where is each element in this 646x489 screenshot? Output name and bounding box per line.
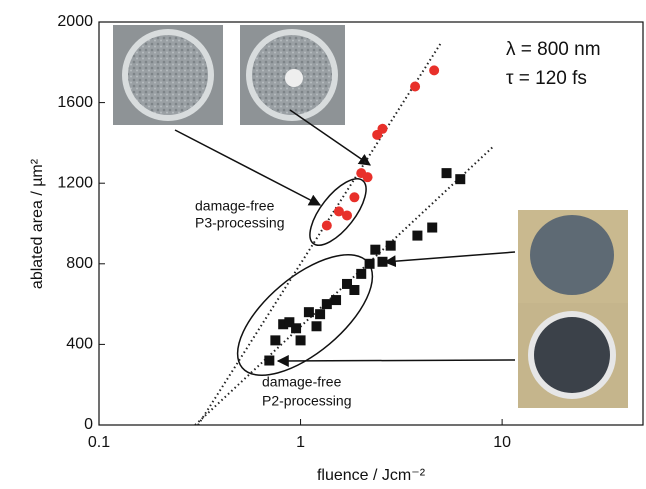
point: [331, 295, 341, 305]
point: [349, 285, 359, 295]
arrow: [278, 360, 515, 361]
y-tick-label: 0: [84, 416, 93, 433]
point: [427, 223, 437, 233]
chart: λ = 800 nm τ = 120 fs damage-free P3-pro…: [0, 0, 646, 489]
point: [322, 221, 332, 231]
annotation: P2-processing: [262, 393, 352, 409]
point: [356, 269, 366, 279]
point: [322, 299, 332, 309]
point: [363, 172, 373, 182]
point: [342, 210, 352, 220]
point: [270, 335, 280, 345]
point: [377, 257, 387, 267]
x-axis-label: fluence / Jcm⁻²: [317, 467, 426, 484]
point: [349, 192, 359, 202]
point: [304, 307, 314, 317]
y-axis-label: ablated area / µm²: [29, 158, 46, 289]
x-tick-label: 10: [493, 434, 511, 451]
annotation: τ = 120 fs: [506, 68, 587, 89]
crater: [534, 317, 610, 393]
point: [429, 65, 439, 75]
x-tick-label: 1: [296, 434, 305, 451]
y-tick-label: 1600: [57, 94, 93, 111]
point: [365, 259, 375, 269]
point: [291, 323, 301, 333]
annotation-shapes: [175, 110, 515, 397]
y-tick-label: 1200: [57, 174, 93, 191]
crater: [285, 69, 303, 87]
y-tick-label: 2000: [57, 13, 93, 30]
point: [386, 241, 396, 251]
arrow: [385, 252, 515, 262]
point: [377, 124, 387, 134]
y-tick-label: 800: [66, 255, 93, 272]
point: [315, 309, 325, 319]
point: [442, 168, 452, 178]
annotation: damage-free: [195, 198, 275, 214]
arrow: [175, 130, 320, 205]
point: [455, 174, 465, 184]
point: [296, 335, 306, 345]
point: [370, 245, 380, 255]
crater: [530, 215, 614, 295]
point: [410, 81, 420, 91]
annotation: P3-processing: [195, 215, 285, 231]
y-tick-label: 400: [66, 336, 93, 353]
annotation: damage-free: [262, 374, 342, 390]
point: [412, 231, 422, 241]
annotation: λ = 800 nm: [506, 39, 601, 60]
crater: [128, 35, 208, 115]
point: [264, 356, 274, 366]
point: [312, 321, 322, 331]
x-tick-label: 0.1: [88, 434, 110, 451]
